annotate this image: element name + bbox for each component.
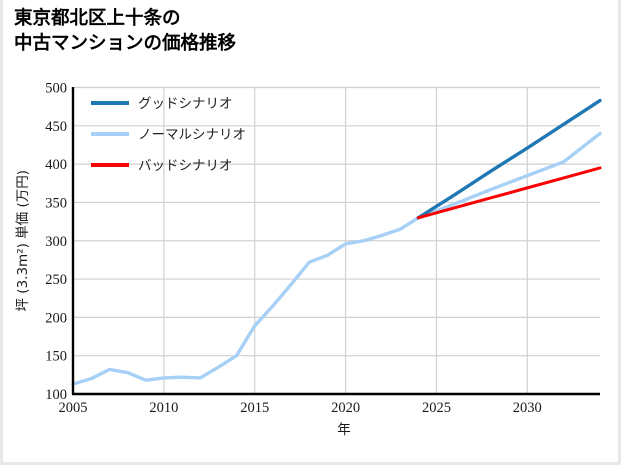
x-tick-label: 2020 (331, 400, 360, 416)
series-line-バッドシナリオ (416, 166, 602, 220)
y-tick-label: 450 (45, 119, 67, 135)
y-tick-labels: 100 150 200 250 300 350 400 450 500 (45, 81, 67, 404)
y-tick-label: 150 (45, 349, 67, 365)
chart-title: 東京都北区上十条の 中古マンションの価格推移 (14, 7, 237, 53)
series-line-グッドシナリオ (416, 98, 602, 220)
axis-titles: 年 坪 (3.3m²) 単価 (万円) (15, 170, 351, 438)
y-tick-label: 300 (45, 234, 67, 250)
y-tick-label: 400 (45, 157, 67, 173)
x-tick-label: 2005 (59, 400, 88, 416)
y-tick-label: 200 (45, 310, 67, 326)
axis-spines (71, 87, 600, 396)
x-tick-labels: 2005 2010 2015 2020 2025 2030 (59, 400, 542, 416)
x-tick-label: 2010 (149, 400, 178, 416)
series-line-ノーマルシナリオ (71, 131, 602, 386)
y-tick-label: 250 (45, 272, 67, 288)
x-tick-label: 2030 (513, 400, 542, 416)
x-tick-label: 2015 (240, 400, 269, 416)
y-tick-label: 500 (45, 81, 67, 97)
y-tick-label: 100 (45, 387, 67, 403)
y-axis-title: 坪 (3.3m²) 単価 (万円) (15, 170, 31, 311)
plot-area: 100 150 200 250 300 350 400 450 500 2005 2010 2015… (15, 81, 602, 438)
y-tick-label: 350 (45, 195, 67, 211)
legend-label-1[interactable]: ノーマルシナリオ (138, 127, 246, 143)
legend-label-0[interactable]: グッドシナリオ (138, 96, 233, 112)
series-group (71, 98, 602, 386)
legend-label-2[interactable]: バッドシナリオ (138, 158, 233, 174)
x-axis-title: 年 (337, 422, 351, 438)
x-tick-label: 2025 (422, 400, 451, 416)
